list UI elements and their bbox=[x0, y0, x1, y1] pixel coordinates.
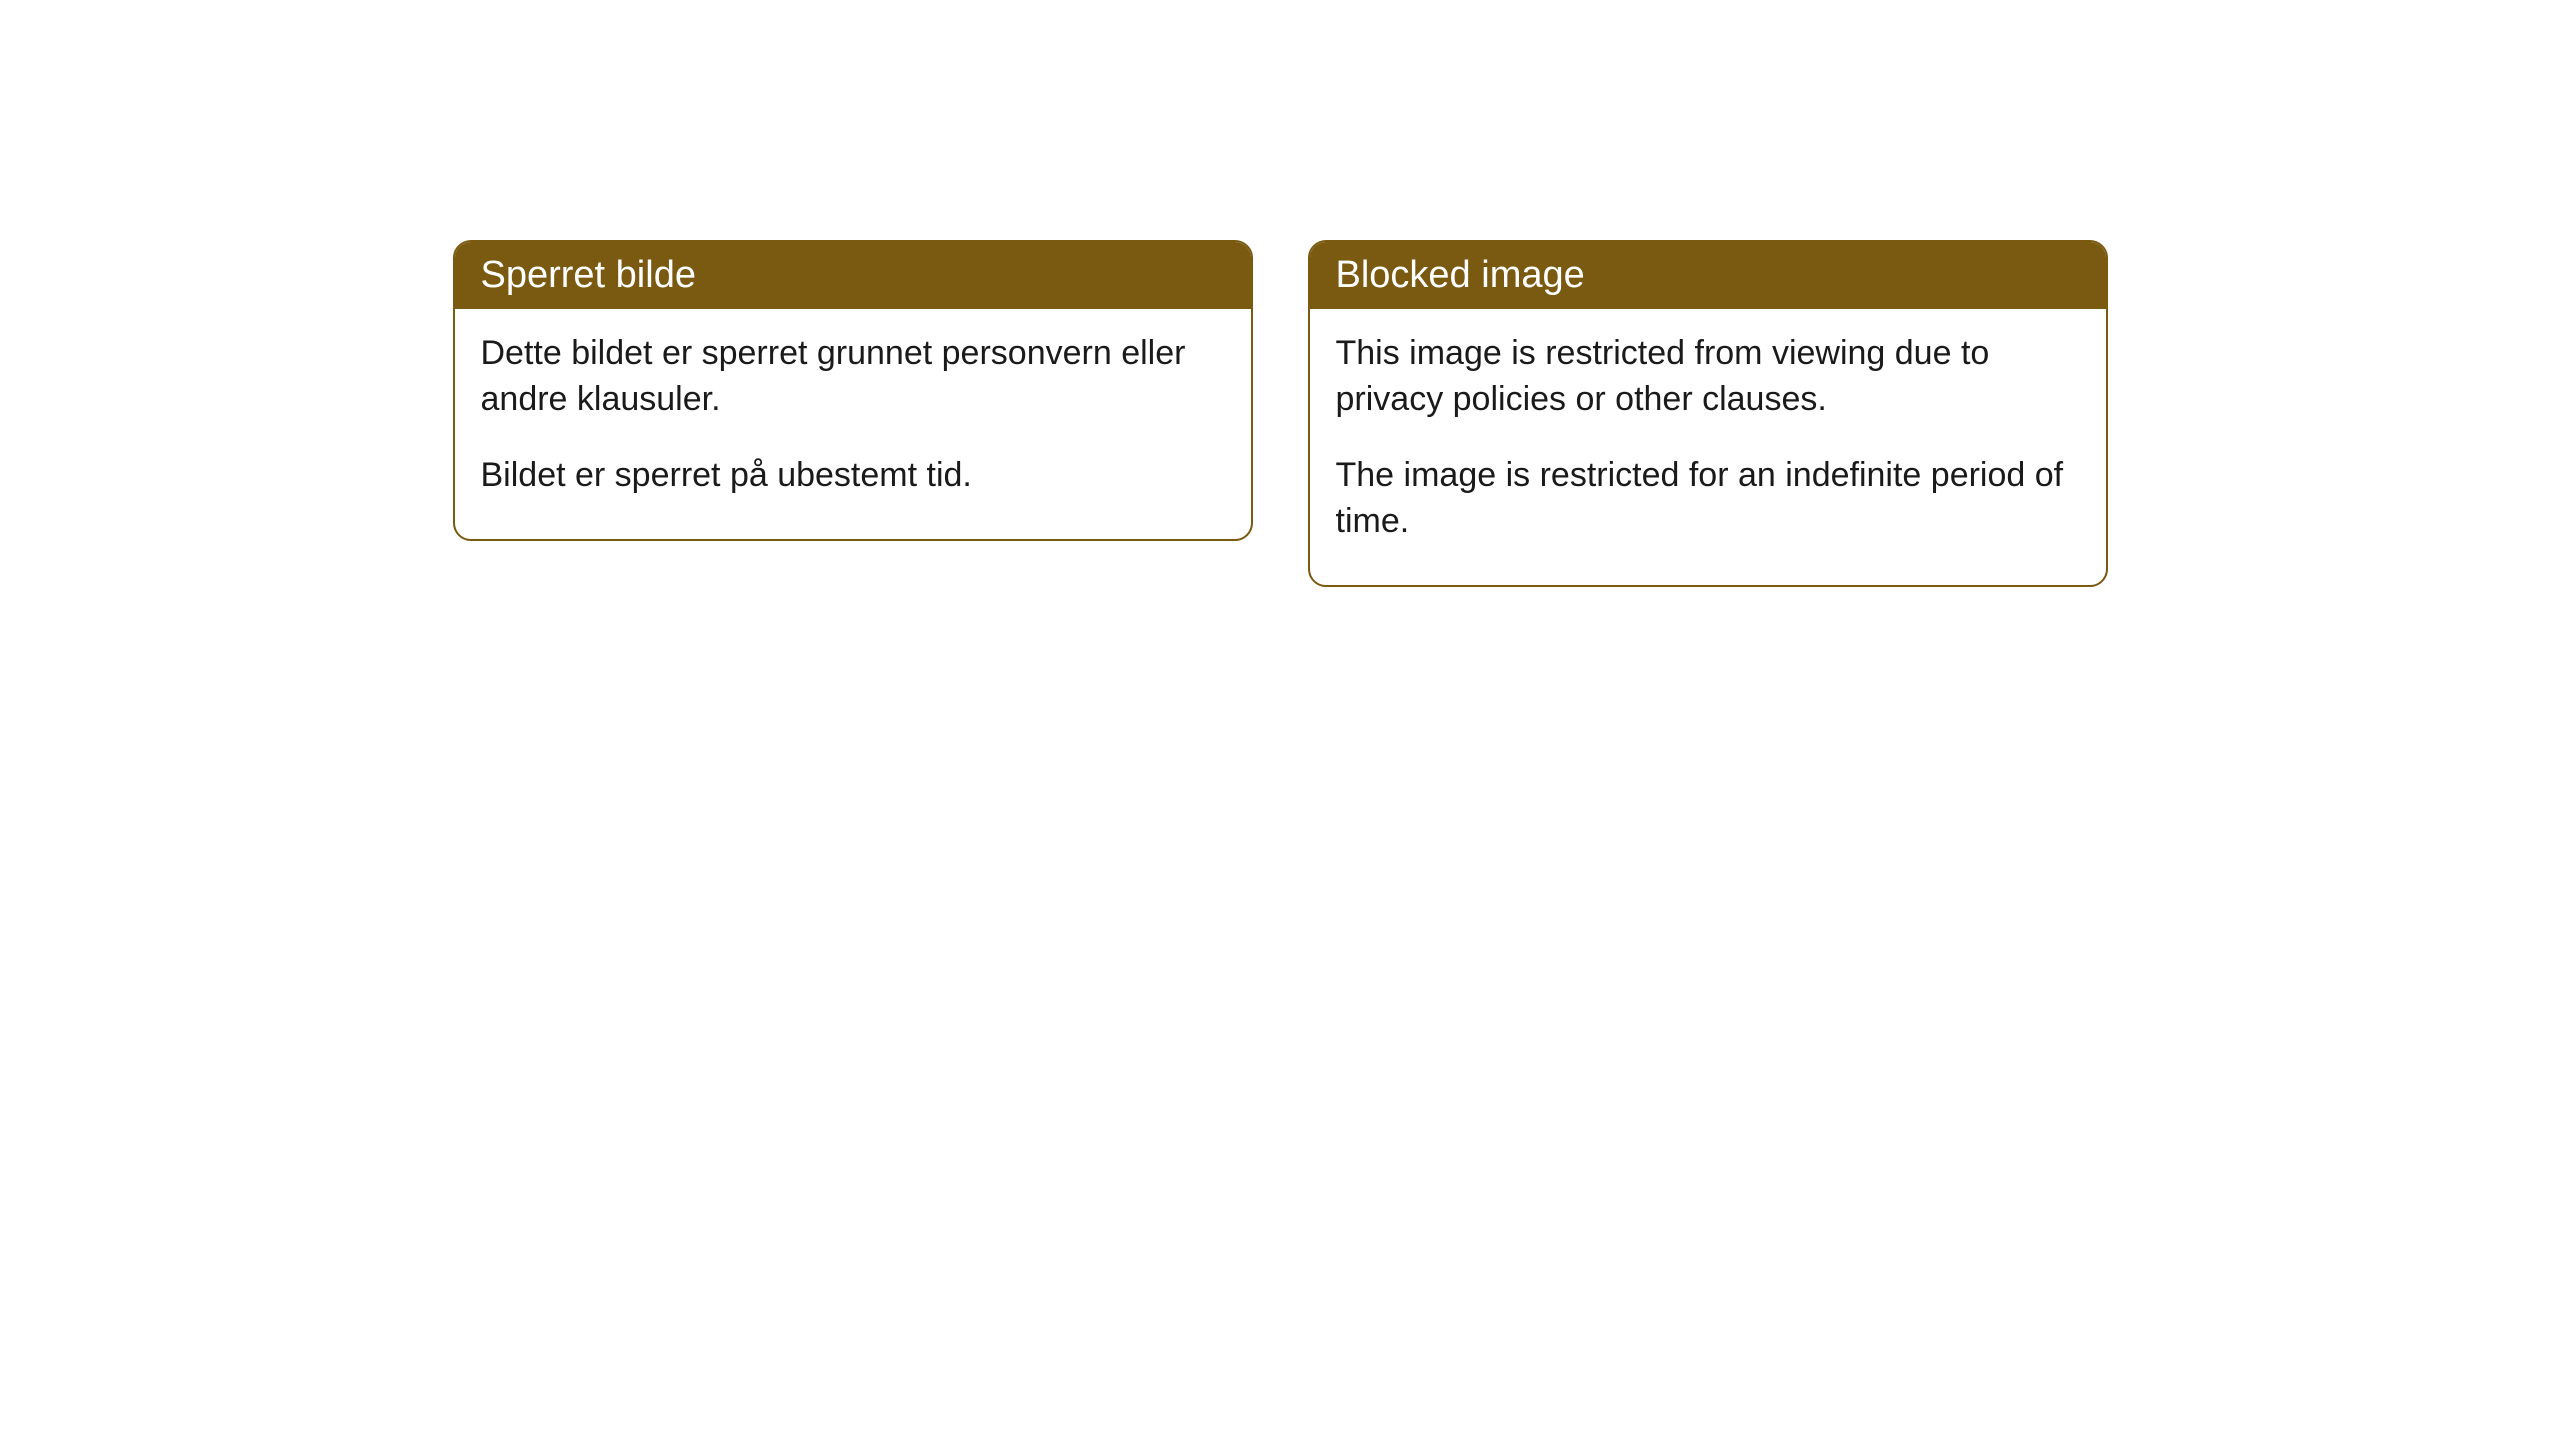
notice-paragraph-1: This image is restricted from viewing du… bbox=[1336, 331, 2080, 423]
card-header: Blocked image bbox=[1310, 242, 2106, 309]
notice-paragraph-1: Dette bildet er sperret grunnet personve… bbox=[481, 331, 1225, 423]
notice-card-english: Blocked image This image is restricted f… bbox=[1308, 240, 2108, 587]
card-body: This image is restricted from viewing du… bbox=[1310, 309, 2106, 585]
card-header: Sperret bilde bbox=[455, 242, 1251, 309]
card-title: Sperret bilde bbox=[481, 254, 696, 296]
notice-paragraph-2: The image is restricted for an indefinit… bbox=[1336, 453, 2080, 545]
notice-card-norwegian: Sperret bilde Dette bildet er sperret gr… bbox=[453, 240, 1253, 541]
card-title: Blocked image bbox=[1336, 254, 1585, 296]
notice-paragraph-2: Bildet er sperret på ubestemt tid. bbox=[481, 453, 1225, 499]
card-body: Dette bildet er sperret grunnet personve… bbox=[455, 309, 1251, 539]
